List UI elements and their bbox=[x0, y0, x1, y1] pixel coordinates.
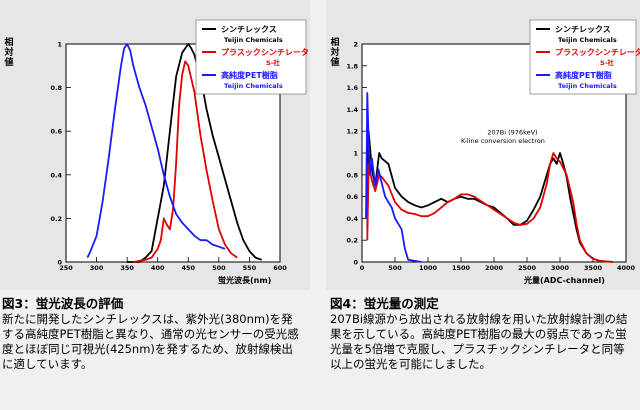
y-tick-label: 2 bbox=[353, 41, 358, 49]
x-tick-label: 2500 bbox=[518, 264, 537, 272]
x-tick-label: 0 bbox=[360, 264, 365, 272]
legend-sublabel: Teijin Chemicals bbox=[224, 36, 283, 44]
legend-sublabel: Teijin Chemicals bbox=[558, 36, 617, 44]
y-tick-label: 0 bbox=[57, 259, 62, 267]
y-tick-label: 1 bbox=[57, 41, 62, 49]
y-tick-label: 1.2 bbox=[346, 128, 358, 136]
x-tick-label: 1000 bbox=[419, 264, 438, 272]
y-tick-label: 1.4 bbox=[346, 106, 358, 114]
y-tick-label: 0 bbox=[353, 259, 358, 267]
x-tick-label: 450 bbox=[181, 264, 195, 272]
emission-wavelength-chart: 250 300 350 400 450 500 550 600 0 0.2 0.4 0.6 0.8 1 シン… bbox=[50, 19, 309, 272]
series-line bbox=[86, 43, 226, 258]
legend-label: プラスックシンチレータ bbox=[221, 47, 309, 57]
series-line bbox=[365, 92, 422, 263]
chart-panel-light-yield: 相対値 0 500 1000 1500 2000 2500 3000 3500 4000 0 0.2… bbox=[326, 0, 640, 290]
x-tick-label: 500 bbox=[388, 264, 402, 272]
legend-sublabel: S-社 bbox=[266, 58, 280, 67]
caption-text: 207Bi線源から放出される放射線を用いた放射線計測の結果を示している。高純度P… bbox=[330, 312, 628, 371]
y-tick-label: 1.8 bbox=[346, 62, 358, 70]
legend-sublabel: Teijin Chemicals bbox=[558, 82, 617, 90]
caption-title: 図4：蛍光量の測定 bbox=[330, 296, 439, 311]
legend-label: シンチレックス bbox=[221, 24, 277, 34]
y-tick-label: 0.6 bbox=[346, 193, 358, 201]
x-tick-label: 350 bbox=[120, 264, 134, 272]
series-line bbox=[366, 152, 613, 263]
y-tick-label: 0.6 bbox=[50, 128, 62, 136]
y-tick-label: 1 bbox=[353, 150, 358, 158]
legend bbox=[195, 19, 307, 95]
x-axis-label: 光量(ADC-channel) bbox=[524, 276, 605, 285]
x-tick-label: 3500 bbox=[584, 264, 603, 272]
annotation-line: K-line conversion electron bbox=[461, 137, 545, 145]
caption-text: 新たに開発したシンチレックスは、紫外光(380nm)を発する高純度PET樹脂と異… bbox=[2, 312, 299, 371]
x-tick-label: 1500 bbox=[452, 264, 471, 272]
legend-sublabel: S-社 bbox=[600, 58, 614, 67]
legend-label: 高純度PET樹脂 bbox=[221, 70, 278, 80]
y-axis-label: 相対値 bbox=[330, 38, 340, 68]
x-tick-label: 300 bbox=[90, 264, 104, 272]
y-tick-label: 0.2 bbox=[50, 215, 62, 223]
legend-label: プラスックシンチレータ bbox=[555, 47, 640, 57]
y-tick-label: 0.2 bbox=[346, 237, 358, 245]
series-line bbox=[133, 60, 238, 263]
x-tick-label: 600 bbox=[273, 264, 287, 272]
x-tick-label: 400 bbox=[151, 264, 165, 272]
y-tick-label: 0.4 bbox=[50, 171, 62, 179]
legend-label: 高純度PET樹脂 bbox=[555, 70, 612, 80]
x-tick-label: 500 bbox=[212, 264, 226, 272]
annotation-source: 207Bi (976keV) bbox=[487, 128, 537, 136]
x-tick-label: 2000 bbox=[485, 264, 504, 272]
y-axis-label: 相対値 bbox=[4, 38, 14, 68]
series-line bbox=[366, 130, 613, 263]
legend-sublabel: Teijin Chemicals bbox=[224, 82, 283, 90]
x-tick-label: 3000 bbox=[551, 264, 570, 272]
y-tick-label: 0.8 bbox=[346, 171, 358, 179]
y-tick-label: 0.4 bbox=[346, 215, 358, 223]
figure4-caption: 図4：蛍光量の測定 207Bi線源から放出される放射線を用いた放射線計測の結果を… bbox=[330, 296, 630, 372]
figure3-caption: 図3：蛍光波長の評価 新たに開発したシンチレックスは、紫外光(380nm)を発す… bbox=[2, 296, 302, 372]
x-tick-label: 550 bbox=[243, 264, 257, 272]
legend-label: シンチレックス bbox=[555, 24, 611, 34]
y-tick-label: 0.8 bbox=[50, 84, 62, 92]
caption-title: 図3：蛍光波長の評価 bbox=[2, 296, 124, 311]
x-axis-label: 蛍光波長(nm) bbox=[218, 276, 272, 285]
y-tick-label: 1.6 bbox=[346, 84, 358, 92]
chart-panel-emission-wavelength: 相対値 250 300 350 400 450 500 550 600 0 0.2 0.4 0.6 0.… bbox=[0, 0, 310, 290]
series-line bbox=[127, 43, 263, 263]
light-yield-chart: 0 500 1000 1500 2000 2500 3000 3500 4000 0 0.2 0.4 0… bbox=[346, 19, 640, 272]
x-tick-label: 4000 bbox=[617, 264, 636, 272]
legend bbox=[529, 19, 637, 95]
x-tick-label: 250 bbox=[59, 264, 73, 272]
